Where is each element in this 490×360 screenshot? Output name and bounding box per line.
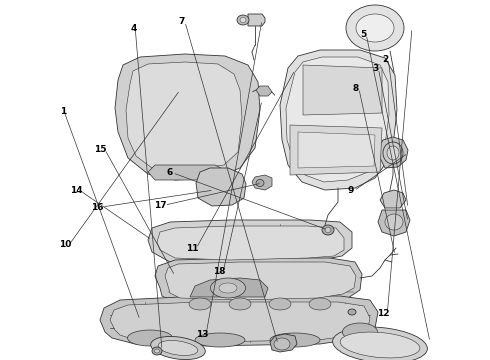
Ellipse shape <box>211 278 245 298</box>
Polygon shape <box>155 258 362 306</box>
Polygon shape <box>148 220 352 264</box>
Polygon shape <box>110 302 370 342</box>
Text: 2: 2 <box>382 55 389 64</box>
Ellipse shape <box>240 18 246 23</box>
Ellipse shape <box>383 142 403 164</box>
Ellipse shape <box>189 298 211 310</box>
Ellipse shape <box>343 323 377 341</box>
Polygon shape <box>165 262 356 300</box>
Text: 17: 17 <box>154 201 167 210</box>
Text: 1: 1 <box>60 107 66 116</box>
Polygon shape <box>256 86 272 96</box>
Ellipse shape <box>256 180 264 186</box>
Ellipse shape <box>154 349 160 353</box>
Polygon shape <box>126 62 242 170</box>
Text: 10: 10 <box>59 240 71 249</box>
Polygon shape <box>380 190 406 208</box>
Text: 6: 6 <box>167 168 173 177</box>
Polygon shape <box>252 175 272 190</box>
Polygon shape <box>100 296 378 346</box>
Polygon shape <box>280 50 397 190</box>
Ellipse shape <box>195 333 245 347</box>
Text: 11: 11 <box>186 244 199 253</box>
Polygon shape <box>270 334 297 352</box>
Text: 14: 14 <box>70 186 82 195</box>
Ellipse shape <box>237 15 249 25</box>
Text: 15: 15 <box>94 145 107 154</box>
Text: 5: 5 <box>360 30 367 39</box>
Text: 9: 9 <box>348 186 354 195</box>
Ellipse shape <box>325 228 331 233</box>
Ellipse shape <box>127 330 172 346</box>
Polygon shape <box>298 132 375 168</box>
Polygon shape <box>196 168 246 206</box>
Text: 12: 12 <box>377 309 390 318</box>
Ellipse shape <box>387 146 399 160</box>
Text: 3: 3 <box>372 64 379 73</box>
Polygon shape <box>190 278 268 297</box>
Ellipse shape <box>385 214 403 230</box>
Text: 8: 8 <box>353 84 359 93</box>
Ellipse shape <box>270 333 320 347</box>
Ellipse shape <box>356 14 394 42</box>
Polygon shape <box>303 65 382 115</box>
Text: 18: 18 <box>213 267 226 276</box>
Polygon shape <box>157 226 344 260</box>
Text: 4: 4 <box>131 24 137 33</box>
Polygon shape <box>248 14 265 26</box>
Text: 7: 7 <box>179 17 185 26</box>
Polygon shape <box>290 125 382 175</box>
Polygon shape <box>286 57 389 182</box>
Polygon shape <box>378 210 410 236</box>
Ellipse shape <box>229 298 251 310</box>
Ellipse shape <box>274 338 290 350</box>
Ellipse shape <box>309 298 331 310</box>
Ellipse shape <box>340 332 420 358</box>
Polygon shape <box>378 137 408 168</box>
Ellipse shape <box>333 327 427 360</box>
Polygon shape <box>148 165 228 180</box>
Text: 13: 13 <box>196 330 209 339</box>
Ellipse shape <box>151 337 205 360</box>
Ellipse shape <box>219 283 237 293</box>
Ellipse shape <box>346 5 404 51</box>
Text: 16: 16 <box>91 202 104 211</box>
Ellipse shape <box>348 309 356 315</box>
Ellipse shape <box>158 341 198 355</box>
Ellipse shape <box>322 225 334 235</box>
Polygon shape <box>115 54 260 180</box>
Ellipse shape <box>269 298 291 310</box>
Ellipse shape <box>152 347 162 355</box>
